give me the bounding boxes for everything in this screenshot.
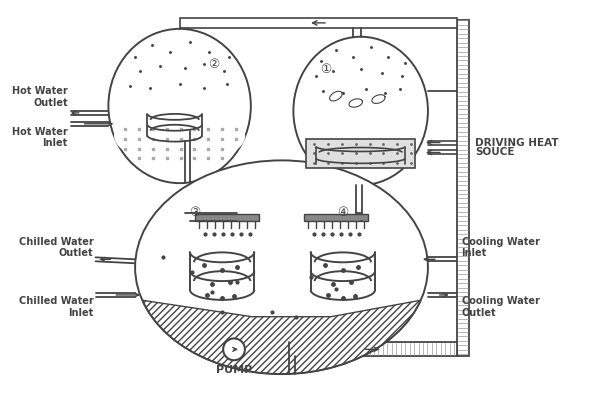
Bar — [457, 20, 469, 356]
Ellipse shape — [114, 107, 245, 165]
Text: ③: ③ — [189, 206, 200, 219]
Text: Cooling Water
Outlet: Cooling Water Outlet — [462, 296, 540, 318]
Text: Hot Water
Inlet: Hot Water Inlet — [12, 127, 68, 148]
Text: DRIVING HEAT: DRIVING HEAT — [476, 138, 559, 148]
Circle shape — [223, 338, 245, 360]
Ellipse shape — [135, 160, 428, 374]
Text: ①: ① — [321, 63, 332, 76]
Ellipse shape — [108, 29, 251, 183]
Text: Chilled Water
Outlet: Chilled Water Outlet — [19, 237, 94, 258]
Text: Chilled Water
Inlet: Chilled Water Inlet — [19, 296, 94, 318]
Bar — [180, 18, 457, 28]
Bar — [306, 139, 415, 168]
Bar — [195, 214, 259, 221]
Text: Cooling Water
Inlet: Cooling Water Inlet — [462, 237, 540, 258]
Bar — [304, 214, 368, 221]
Ellipse shape — [293, 37, 428, 185]
Bar — [234, 342, 457, 356]
Text: SOUCE: SOUCE — [476, 147, 515, 158]
Text: Hot Water
Outlet: Hot Water Outlet — [12, 86, 68, 108]
Bar — [306, 139, 415, 168]
Text: ④: ④ — [337, 206, 348, 219]
Text: ②: ② — [209, 58, 220, 71]
Text: PUMP: PUMP — [216, 365, 252, 375]
